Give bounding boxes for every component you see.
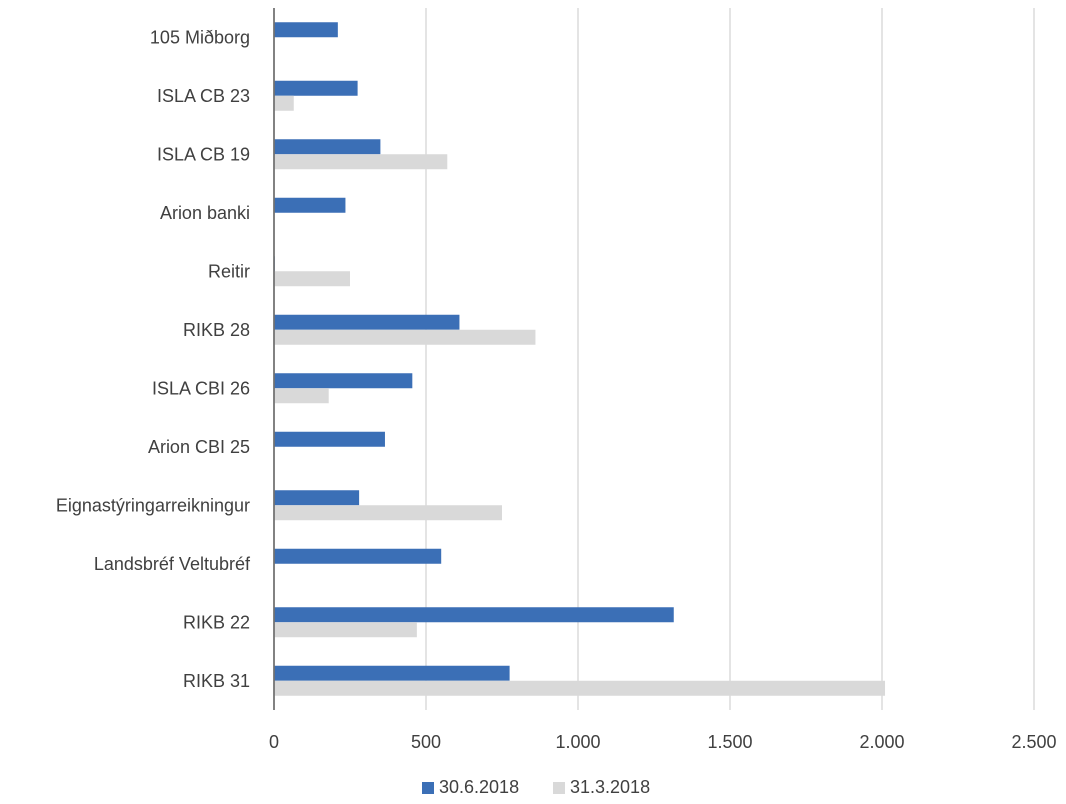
bar-series-2 <box>274 622 417 638</box>
bar-series-1 <box>274 665 510 681</box>
category-label: Reitir <box>208 261 250 281</box>
bar-series-1 <box>274 22 338 38</box>
bar-series-2 <box>274 95 294 111</box>
bar-series-1 <box>274 80 358 96</box>
bar-series-2 <box>274 329 536 345</box>
bar-series-2 <box>274 271 350 287</box>
bar-series-1 <box>274 490 360 506</box>
x-tick-label: 1.500 <box>707 732 752 752</box>
x-tick-label: 0 <box>269 732 279 752</box>
category-label: Eignastýringarreikningur <box>56 495 250 515</box>
bar-series-2 <box>274 680 886 696</box>
bar-series-1 <box>274 548 442 564</box>
bar-series-2 <box>274 505 502 521</box>
bar-series-1 <box>274 139 381 155</box>
gridlines <box>425 8 1035 710</box>
x-tick-label: 2.500 <box>1011 732 1056 752</box>
legend-label: 31.3.2018 <box>570 777 650 797</box>
legend-label: 30.6.2018 <box>439 777 519 797</box>
bar-series-1 <box>274 197 346 213</box>
x-tick-label: 1.000 <box>555 732 600 752</box>
category-label: RIKB 31 <box>183 671 250 691</box>
bar-series-1 <box>274 373 413 389</box>
x-tick-label: 2.000 <box>859 732 904 752</box>
category-label: ISLA CBI 26 <box>152 378 250 398</box>
legend-swatch <box>422 782 434 794</box>
bars <box>274 22 886 696</box>
bar-series-1 <box>274 607 674 623</box>
legend-swatch <box>553 782 565 794</box>
bar-series-2 <box>274 388 329 404</box>
category-label: Arion CBI 25 <box>148 437 250 457</box>
category-label: Arion banki <box>160 203 250 223</box>
category-label: ISLA CB 19 <box>157 144 250 164</box>
category-label: Landsbréf Veltubréf <box>94 554 251 574</box>
legend: 30.6.2018 31.3.2018 <box>422 777 650 797</box>
bar-series-2 <box>274 154 448 170</box>
category-label: ISLA CB 23 <box>157 86 250 106</box>
bar-series-1 <box>274 431 385 447</box>
x-tick-label: 500 <box>411 732 441 752</box>
category-label: RIKB 28 <box>183 320 250 340</box>
bar-series-1 <box>274 314 460 330</box>
category-label: RIKB 22 <box>183 612 250 632</box>
category-label: 105 Miðborg <box>150 27 250 47</box>
labels: 0 500 1.000 1.500 2.000 2.500 105 Miðborg ISLA … <box>56 27 1057 752</box>
